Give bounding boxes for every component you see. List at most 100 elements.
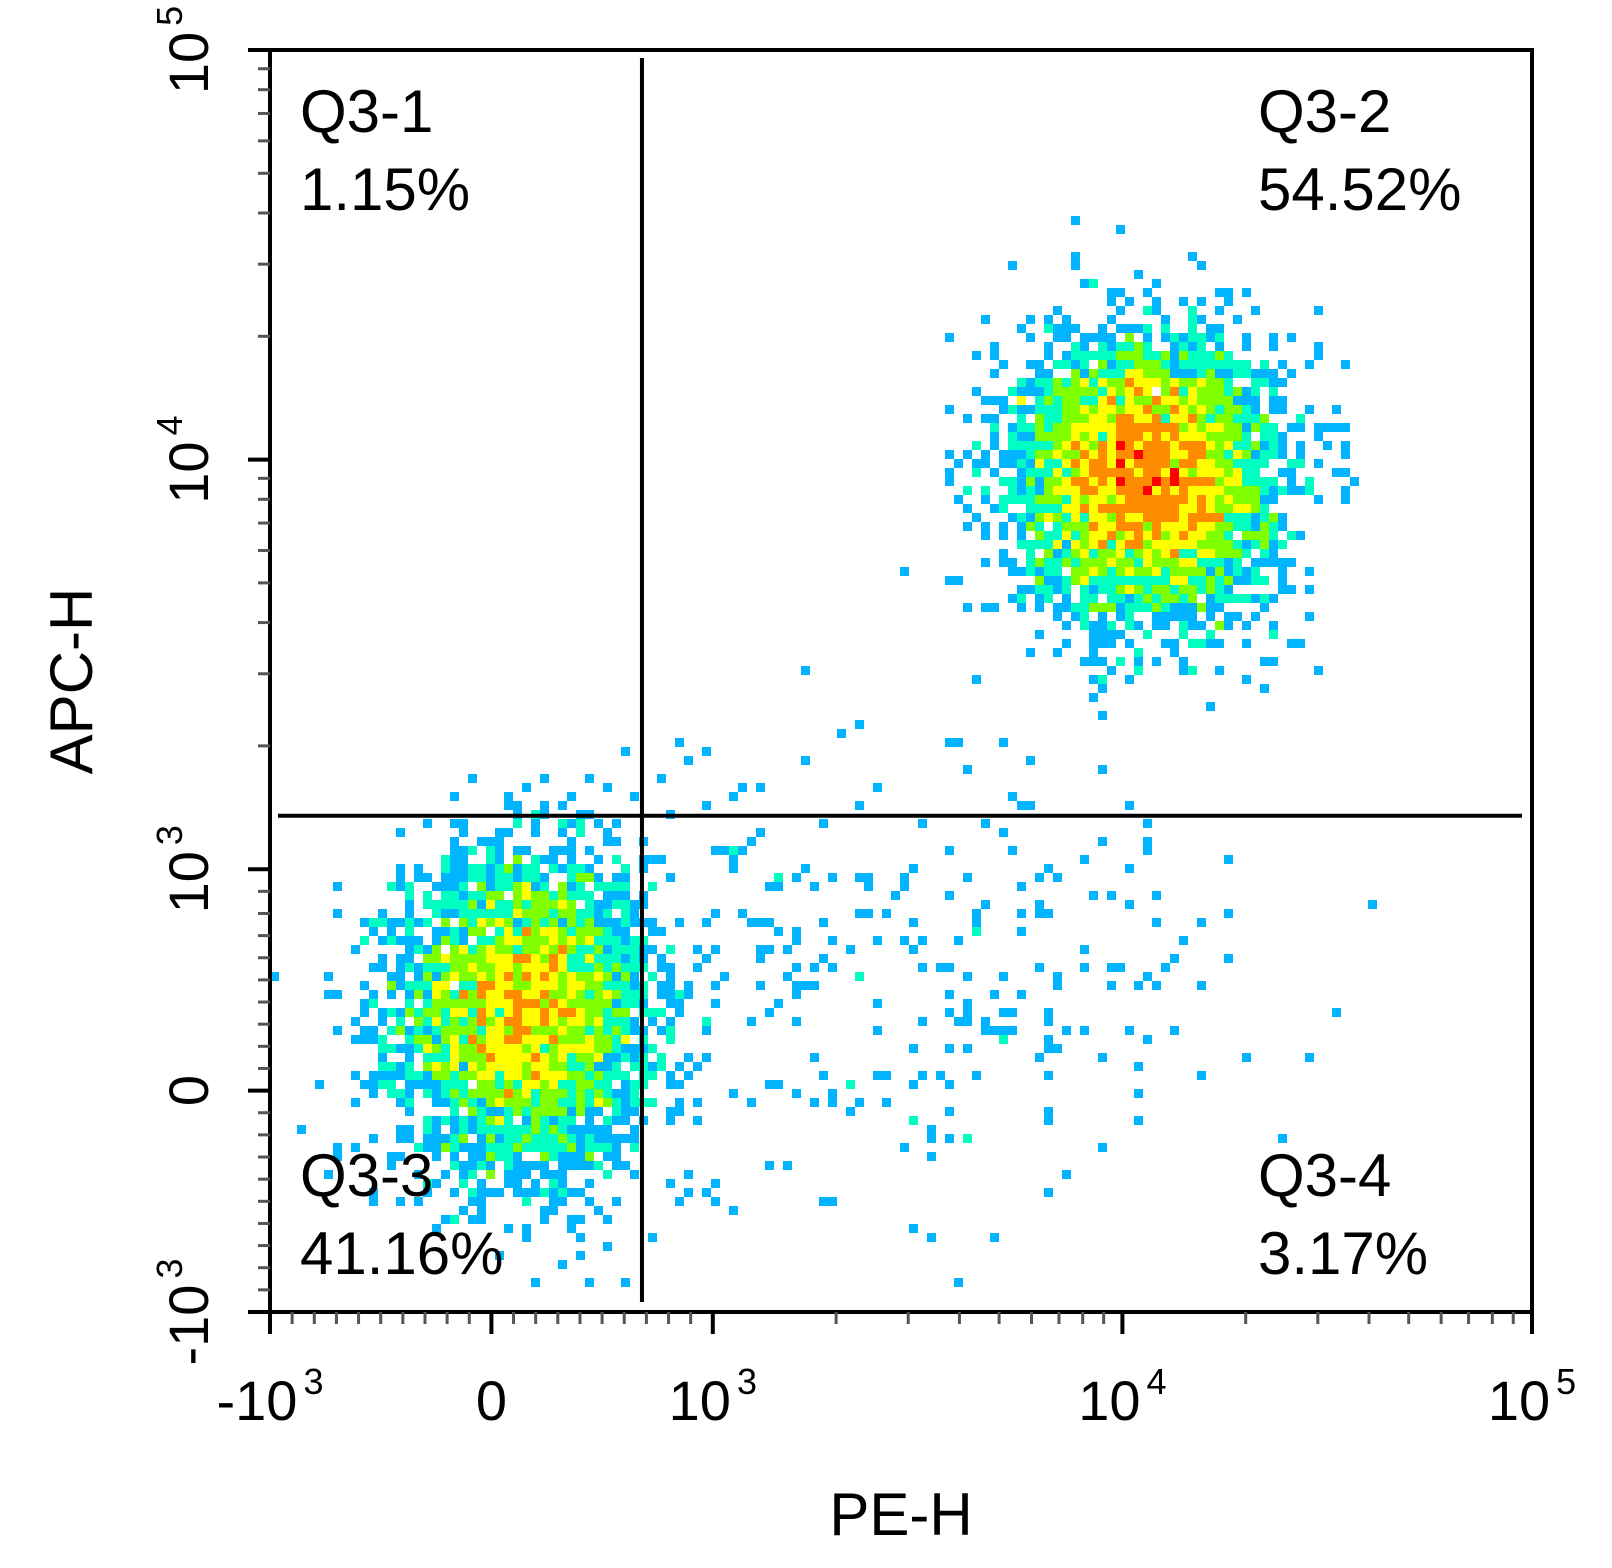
density-cell — [504, 999, 513, 1008]
density-cell — [1233, 495, 1242, 504]
density-cell — [1107, 369, 1116, 378]
density-cell — [1152, 360, 1161, 369]
density-cell — [333, 1143, 342, 1152]
density-cell — [1188, 540, 1197, 549]
density-cell — [441, 1170, 450, 1179]
density-cell — [576, 1071, 585, 1080]
density-cell — [666, 972, 675, 981]
density-cell — [1278, 441, 1287, 450]
density-cell — [1179, 549, 1188, 558]
density-cell — [1116, 504, 1125, 513]
density-cell — [1089, 369, 1098, 378]
density-cell — [549, 1098, 558, 1107]
density-cell — [720, 846, 729, 855]
density-cell — [1260, 477, 1269, 486]
density-cell — [1224, 477, 1233, 486]
density-cell — [1017, 423, 1026, 432]
density-cell — [576, 963, 585, 972]
density-cell — [684, 756, 693, 765]
density-cell — [1089, 540, 1098, 549]
density-cell — [477, 990, 486, 999]
density-cell — [1161, 567, 1170, 576]
density-cell — [1062, 432, 1071, 441]
density-cell — [432, 1179, 441, 1188]
density-cell — [558, 1062, 567, 1071]
density-cell — [567, 882, 576, 891]
density-cell — [1035, 585, 1044, 594]
density-cell — [486, 954, 495, 963]
density-cell — [441, 918, 450, 927]
density-cell — [1170, 468, 1179, 477]
density-cell — [612, 1116, 621, 1125]
density-cell — [414, 1143, 423, 1152]
density-cell — [504, 882, 513, 891]
density-cell — [954, 738, 963, 747]
density-cell — [576, 1161, 585, 1170]
density-cell — [549, 900, 558, 909]
density-cell — [612, 1161, 621, 1170]
density-cell — [1089, 441, 1098, 450]
density-cell — [1278, 540, 1287, 549]
density-cell — [621, 1134, 630, 1143]
density-cell — [990, 351, 999, 360]
density-cell — [585, 972, 594, 981]
density-cell — [540, 945, 549, 954]
density-cell — [1143, 306, 1152, 315]
density-cell — [585, 1197, 594, 1206]
density-cell — [1044, 864, 1053, 873]
density-cell — [1008, 792, 1017, 801]
density-cell — [423, 945, 432, 954]
density-cell — [1287, 531, 1296, 540]
density-cell — [1269, 495, 1278, 504]
density-cell — [1188, 486, 1197, 495]
density-cell — [459, 1071, 468, 1080]
density-cell — [576, 1188, 585, 1197]
density-cell — [1260, 513, 1269, 522]
density-cell — [504, 1179, 513, 1188]
density-cell — [540, 1206, 549, 1215]
density-cell — [1098, 459, 1107, 468]
density-cell — [1215, 441, 1224, 450]
density-cell — [1107, 981, 1116, 990]
density-cell — [1116, 549, 1125, 558]
density-cell — [1161, 351, 1170, 360]
quadrant-q3-1: Q3-1 1.15% — [300, 78, 470, 223]
density-cell — [441, 972, 450, 981]
density-cell — [612, 1062, 621, 1071]
density-cell — [1215, 603, 1224, 612]
density-cell — [1026, 441, 1035, 450]
density-cell — [585, 1179, 594, 1188]
density-cell — [423, 1035, 432, 1044]
density-cell — [828, 936, 837, 945]
density-cell — [1215, 396, 1224, 405]
density-cell — [1044, 1107, 1053, 1116]
density-cell — [1107, 333, 1116, 342]
density-cell — [1116, 963, 1125, 972]
density-cell — [1116, 288, 1125, 297]
density-cell — [1143, 351, 1152, 360]
density-cell — [1071, 549, 1080, 558]
density-cell — [1026, 756, 1035, 765]
density-cell — [1269, 378, 1278, 387]
density-cell — [396, 1071, 405, 1080]
density-cell — [603, 1017, 612, 1026]
density-cell — [1071, 450, 1080, 459]
density-cell — [594, 981, 603, 990]
density-cell — [1107, 315, 1116, 324]
density-cell — [504, 900, 513, 909]
density-cell — [1116, 324, 1125, 333]
density-cell — [1080, 477, 1089, 486]
density-cell — [1152, 504, 1161, 513]
density-cell — [1206, 459, 1215, 468]
density-cell — [1044, 315, 1053, 324]
density-cell — [1152, 981, 1161, 990]
density-cell — [1080, 432, 1089, 441]
density-cell — [945, 1044, 954, 1053]
density-cell — [1107, 432, 1116, 441]
density-cell — [864, 909, 873, 918]
quadrant-name: Q3-2 — [1258, 78, 1391, 145]
density-cell — [1062, 522, 1071, 531]
density-cell — [684, 981, 693, 990]
density-cell — [630, 900, 639, 909]
density-cell — [1242, 288, 1251, 297]
